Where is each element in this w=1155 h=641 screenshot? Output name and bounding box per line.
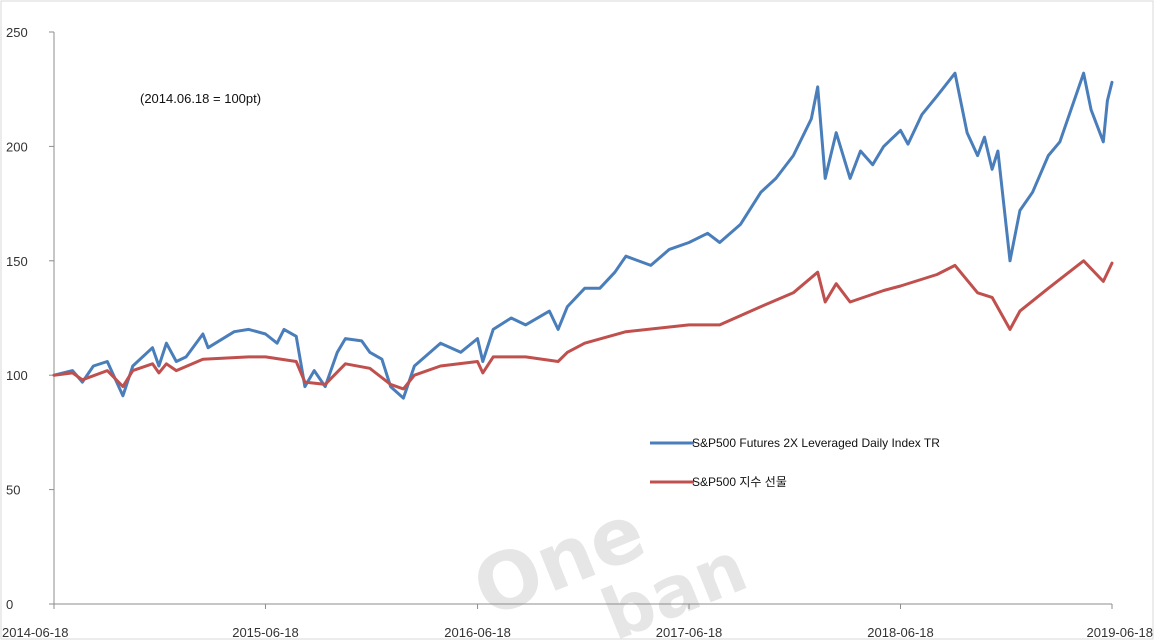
- legend: S&P500 Futures 2X Leveraged Daily Index …: [650, 436, 940, 489]
- x-tick-label: 2014-06-18: [2, 625, 69, 640]
- y-tick-label: 150: [6, 254, 28, 269]
- series-lines: [52, 71, 1114, 400]
- axes: 0 50 100 150 200 250 2014-06-18 2015-06-18 2016-…: [2, 25, 1153, 640]
- legend-label-futures: S&P500 지수 선물: [692, 475, 787, 489]
- series-line-leveraged: [52, 71, 1114, 400]
- x-tick-label: 2018-06-18: [867, 625, 934, 640]
- y-tick-label: 50: [6, 483, 20, 498]
- series-line-futures: [52, 259, 1114, 391]
- x-tick-label: 2016-06-18: [444, 625, 511, 640]
- y-tick-label: 100: [6, 368, 28, 383]
- y-tick-label: 250: [6, 25, 28, 40]
- base-annotation: (2014.06.18 = 100pt): [140, 91, 261, 106]
- x-tick-label: 2015-06-18: [232, 625, 299, 640]
- y-tick-label: 0: [6, 597, 13, 612]
- watermark: One ban: [461, 487, 757, 641]
- y-tick-label: 200: [6, 139, 28, 154]
- legend-label-leveraged: S&P500 Futures 2X Leveraged Daily Index …: [692, 436, 940, 450]
- x-tick-label: 2019-06-18: [1087, 625, 1154, 640]
- x-tick-label: 2017-06-18: [656, 625, 723, 640]
